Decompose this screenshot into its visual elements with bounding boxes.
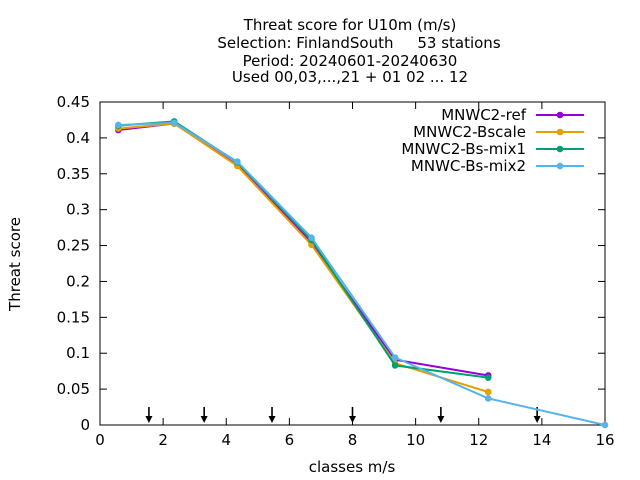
data-point — [391, 354, 399, 361]
data-point — [484, 395, 492, 402]
x-tick-label: 8 — [348, 431, 358, 449]
title-line-3: Period: 20240601-20240630 — [243, 52, 458, 70]
plot-frame — [99, 101, 606, 426]
x-tick-label: 2 — [158, 431, 168, 449]
y-tick-label: 0.45 — [57, 93, 90, 111]
data-point — [601, 421, 609, 429]
down-arrow-marker — [145, 407, 153, 423]
legend-item: MNWC-Bs-mix2 — [411, 157, 584, 175]
series-lines — [115, 118, 609, 429]
legend-swatch-marker — [556, 162, 564, 170]
y-tick-label: 0.35 — [57, 165, 90, 183]
data-point — [484, 374, 492, 381]
legend-label: MNWC2-Bscale — [413, 123, 526, 141]
y-axis-ticks: 0 0.05 0.1 0.15 0.2 0.25 0.3 0.35 0.4 0.45 — [57, 93, 605, 434]
down-arrow-marker — [200, 407, 208, 423]
title-line-4: Used 00,03,...,21 + 01 02 ... 12 — [232, 68, 468, 86]
legend-item: MNWC2-Bs-mix1 — [401, 140, 584, 158]
data-point — [115, 121, 122, 129]
data-point — [233, 158, 241, 165]
legend-label: MNWC2-Bs-mix1 — [401, 140, 526, 158]
legend-swatch-marker — [556, 145, 564, 153]
x-tick-label: 16 — [595, 431, 614, 449]
y-tick-label: 0.25 — [57, 237, 90, 255]
legend: MNWC2-refMNWC2-BscaleMNWC2-Bs-mix1MNWC-B… — [401, 106, 584, 175]
x-tick-label: 12 — [469, 431, 488, 449]
title-line-2: Selection: FinlandSouth 53 stations — [217, 34, 500, 52]
legend-swatch-marker — [556, 111, 564, 119]
y-tick-label: 0.1 — [66, 344, 90, 362]
y-tick-label: 0.4 — [66, 129, 90, 147]
data-point — [484, 388, 492, 396]
y-tick-label: 0 — [80, 416, 90, 434]
chart-title: Threat score for U10m (m/s) Selection: F… — [217, 16, 500, 86]
x-axis-ticks: 0 2 4 6 8 10 12 14 16 — [95, 102, 615, 449]
data-point — [308, 234, 315, 241]
legend-label: MNWC-Bs-mix2 — [411, 157, 526, 175]
data-point — [170, 119, 178, 127]
data-point — [391, 362, 399, 369]
legend-label: MNWC2-ref — [441, 106, 526, 124]
x-tick-label: 6 — [285, 431, 295, 449]
down-arrow-marker — [268, 407, 276, 423]
x-tick-label: 14 — [532, 431, 551, 449]
down-arrow-marker — [437, 407, 445, 423]
class-boundary-arrows — [145, 407, 541, 423]
y-axis-label: Threat score — [6, 217, 24, 312]
title-line-1: Threat score for U10m (m/s) — [243, 16, 457, 34]
legend-swatch-marker — [556, 128, 564, 136]
y-tick-label: 0.05 — [57, 380, 90, 398]
legend-item: MNWC2-ref — [441, 106, 584, 124]
x-axis-label: classes m/s — [309, 458, 396, 476]
legend-item: MNWC2-Bscale — [413, 123, 584, 141]
y-tick-label: 0.2 — [66, 272, 90, 290]
x-tick-label: 0 — [95, 431, 105, 449]
x-tick-label: 10 — [406, 431, 425, 449]
x-tick-label: 4 — [221, 431, 231, 449]
y-tick-label: 0.3 — [66, 201, 90, 219]
series-line — [118, 121, 606, 426]
down-arrow-marker — [349, 407, 356, 423]
y-tick-label: 0.15 — [57, 308, 90, 326]
series-4 — [115, 119, 609, 429]
